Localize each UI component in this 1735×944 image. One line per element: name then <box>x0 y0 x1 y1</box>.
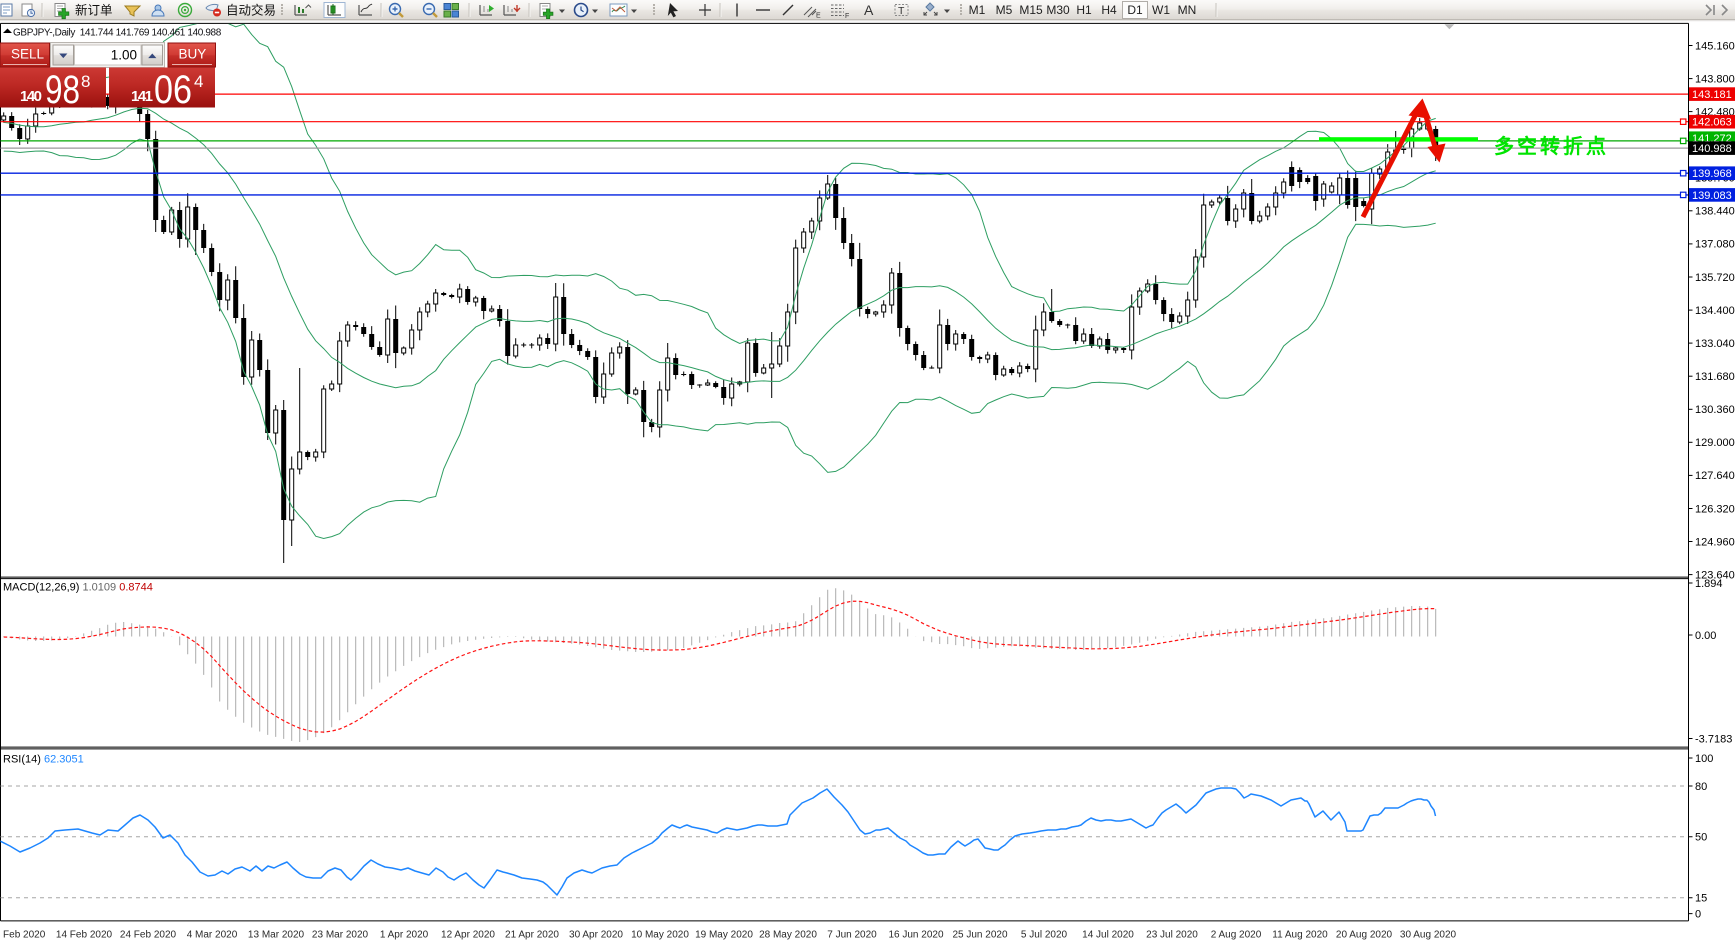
svg-text:RSI(14) 62.3051: RSI(14) 62.3051 <box>3 754 84 766</box>
svg-text:F: F <box>845 13 849 20</box>
svg-text:M15: M15 <box>1019 3 1043 17</box>
svg-text:20 Aug 2020: 20 Aug 2020 <box>1336 930 1393 941</box>
svg-text:30 Aug 2020: 30 Aug 2020 <box>1400 930 1457 941</box>
svg-text:21 Apr 2020: 21 Apr 2020 <box>505 930 559 941</box>
svg-text:H4: H4 <box>1101 3 1117 17</box>
svg-text:7 Jun 2020: 7 Jun 2020 <box>827 930 877 941</box>
svg-text:4: 4 <box>194 72 203 91</box>
svg-text:130.360: 130.360 <box>1695 404 1735 416</box>
svg-text:80: 80 <box>1695 781 1707 793</box>
svg-text:06: 06 <box>154 68 192 112</box>
svg-text:139.968: 139.968 <box>1692 168 1732 180</box>
svg-text:139.083: 139.083 <box>1692 190 1732 202</box>
svg-text:A: A <box>864 2 874 18</box>
svg-text:M1: M1 <box>969 3 986 17</box>
svg-text:2 Aug 2020: 2 Aug 2020 <box>1211 930 1262 941</box>
svg-text:129.000: 129.000 <box>1695 437 1735 449</box>
svg-text:12 Apr 2020: 12 Apr 2020 <box>441 930 495 941</box>
svg-text:135.720: 135.720 <box>1695 272 1735 284</box>
svg-text:138.440: 138.440 <box>1695 206 1735 218</box>
svg-text:多空转折点: 多空转折点 <box>1494 134 1609 158</box>
svg-text:15: 15 <box>1695 893 1707 905</box>
svg-text:MACD(12,26,9) 1.0109 0.8744: MACD(12,26,9) 1.0109 0.8744 <box>3 582 153 594</box>
svg-text:H1: H1 <box>1076 3 1092 17</box>
svg-text:141: 141 <box>131 88 153 105</box>
svg-text:SELL: SELL <box>11 47 45 62</box>
svg-text:133.040: 133.040 <box>1695 338 1735 350</box>
svg-text:16 Jun 2020: 16 Jun 2020 <box>888 930 943 941</box>
svg-text:W1: W1 <box>1152 3 1170 17</box>
svg-text:13 Mar 2020: 13 Mar 2020 <box>248 930 305 941</box>
svg-text:140: 140 <box>20 88 42 105</box>
svg-text:25 Jun 2020: 25 Jun 2020 <box>952 930 1007 941</box>
svg-text:145.160: 145.160 <box>1695 40 1735 52</box>
svg-text:23 Mar 2020: 23 Mar 2020 <box>312 930 369 941</box>
svg-text:11 Aug 2020: 11 Aug 2020 <box>1272 930 1328 941</box>
svg-text:127.640: 127.640 <box>1695 470 1735 482</box>
svg-text:24 Feb 2020: 24 Feb 2020 <box>120 930 177 941</box>
svg-text:0.00: 0.00 <box>1695 630 1716 642</box>
svg-text:134.400: 134.400 <box>1695 305 1735 317</box>
svg-text:4 Feb 2020: 4 Feb 2020 <box>0 930 46 941</box>
svg-text:50: 50 <box>1695 832 1707 844</box>
svg-text:0: 0 <box>1695 908 1701 920</box>
svg-text:1.00: 1.00 <box>111 48 137 63</box>
svg-text:140.988: 140.988 <box>1692 143 1732 155</box>
svg-text:T: T <box>898 5 905 17</box>
svg-text:M30: M30 <box>1046 3 1070 17</box>
svg-text:MN: MN <box>1178 3 1197 17</box>
svg-text:14 Jul 2020: 14 Jul 2020 <box>1082 930 1134 941</box>
svg-text:143.181: 143.181 <box>1692 89 1732 101</box>
svg-text:23 Jul 2020: 23 Jul 2020 <box>1146 930 1198 941</box>
svg-text:D1: D1 <box>1127 3 1143 17</box>
svg-text:14 Feb 2020: 14 Feb 2020 <box>56 930 113 941</box>
svg-text:GBPJPY-,Daily 141.744 141.769: GBPJPY-,Daily 141.744 141.769 140.461 14… <box>13 28 222 39</box>
svg-text:100: 100 <box>1695 753 1713 765</box>
svg-text:自动交易: 自动交易 <box>226 3 276 18</box>
svg-text:10 May 2020: 10 May 2020 <box>631 930 689 941</box>
svg-text:M5: M5 <box>996 3 1013 17</box>
svg-text:143.800: 143.800 <box>1695 73 1735 85</box>
svg-text:137.080: 137.080 <box>1695 239 1735 251</box>
svg-text:131.680: 131.680 <box>1695 371 1735 383</box>
svg-text:126.320: 126.320 <box>1695 503 1735 515</box>
svg-text:5 Jul 2020: 5 Jul 2020 <box>1021 930 1068 941</box>
svg-text:1.894: 1.894 <box>1695 578 1723 590</box>
svg-text:-3.7183: -3.7183 <box>1695 733 1732 745</box>
svg-text:新订单: 新订单 <box>75 3 113 18</box>
svg-text:142.063: 142.063 <box>1692 117 1732 129</box>
svg-text:124.960: 124.960 <box>1695 536 1735 548</box>
svg-text:30 Apr 2020: 30 Apr 2020 <box>569 930 623 941</box>
svg-text:98: 98 <box>45 68 80 112</box>
svg-text:BUY: BUY <box>179 47 207 62</box>
svg-text:E: E <box>816 13 821 20</box>
svg-text:4 Mar 2020: 4 Mar 2020 <box>187 930 238 941</box>
svg-text:1 Apr 2020: 1 Apr 2020 <box>380 930 429 941</box>
svg-text:123.640: 123.640 <box>1695 569 1735 581</box>
svg-text:8: 8 <box>81 72 90 91</box>
svg-text:19 May 2020: 19 May 2020 <box>695 930 753 941</box>
svg-text:28 May 2020: 28 May 2020 <box>759 930 817 941</box>
